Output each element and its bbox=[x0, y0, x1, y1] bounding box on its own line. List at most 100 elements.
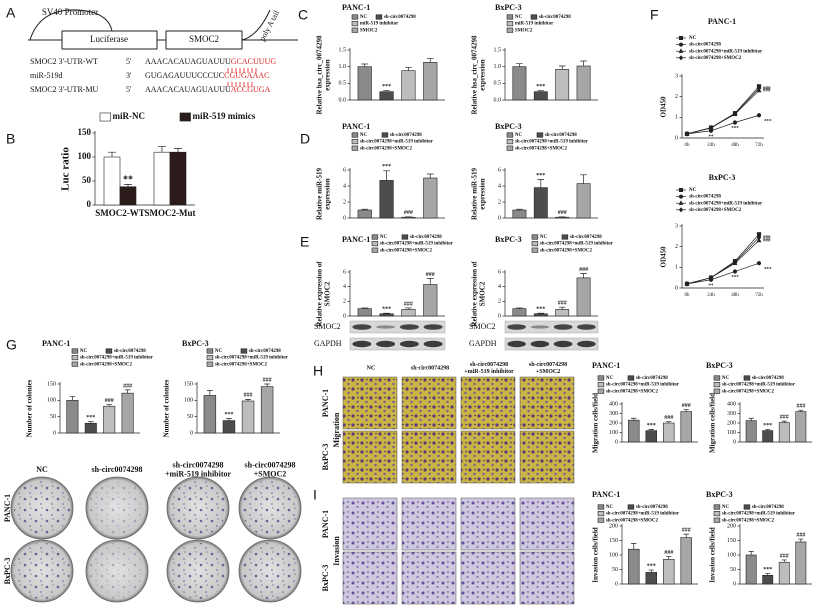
significance-label: *** bbox=[764, 267, 772, 272]
y-tick-label: 1.5 bbox=[339, 47, 347, 53]
micrograph bbox=[342, 497, 398, 551]
significance-label: *** bbox=[763, 423, 772, 429]
micrograph bbox=[460, 551, 516, 605]
y-axis-label: Migration cells/field bbox=[709, 393, 717, 453]
x-tick-label: 24h bbox=[707, 143, 715, 148]
micrograph bbox=[401, 430, 457, 484]
significance-label: *** bbox=[536, 173, 545, 179]
box-label: Luciferase bbox=[90, 34, 128, 44]
blot-strip bbox=[504, 320, 599, 334]
y-tick-label: 200 bbox=[727, 420, 736, 426]
y-tick-label: 2 bbox=[343, 299, 346, 305]
x-tick-label: 72h bbox=[755, 293, 763, 298]
legend-label: miR-NC bbox=[113, 111, 146, 121]
strand-end: 5' bbox=[126, 85, 132, 94]
x-tick-label: 72h bbox=[755, 143, 763, 148]
bar bbox=[778, 561, 790, 585]
column-label: sh-circ0074298 bbox=[92, 465, 143, 474]
legend-label: NC bbox=[515, 133, 523, 138]
column-label: sh-circ0074298 bbox=[173, 460, 224, 469]
blot-band bbox=[577, 340, 596, 348]
chart-title: PANC-1 bbox=[42, 339, 70, 348]
sequence-flank: GUGAGAUUUCCCUC bbox=[145, 71, 224, 80]
legend-label: NC bbox=[689, 36, 697, 41]
error-bar bbox=[108, 151, 116, 157]
legend-label: NC bbox=[606, 505, 614, 510]
error-bar bbox=[648, 429, 654, 431]
strand-end: 5' bbox=[126, 57, 132, 66]
y-axis-label: OD450 bbox=[660, 96, 668, 118]
legend-swatch bbox=[713, 382, 721, 388]
legend-label: NC bbox=[689, 188, 697, 193]
legend-swatch bbox=[206, 361, 214, 367]
legend-marker bbox=[679, 42, 683, 47]
y-tick-label: 4 bbox=[343, 183, 346, 189]
chart-title: PANC-1 bbox=[592, 361, 620, 370]
legend-label: miR-519 inhibitor bbox=[360, 22, 399, 27]
marker bbox=[732, 269, 738, 274]
row-label: BxPC-3 bbox=[321, 444, 330, 471]
bar bbox=[103, 156, 121, 206]
y-tick-label: 4 bbox=[343, 284, 346, 290]
y-tick-label: 0 bbox=[498, 215, 501, 221]
y-tick-label: 6 bbox=[498, 269, 501, 275]
chart-title: PANC-1 bbox=[342, 122, 370, 131]
y-axis-label: Number of colonies bbox=[163, 379, 171, 437]
y-tick-label: 100 bbox=[78, 151, 92, 161]
row-label: PANC-1 bbox=[321, 389, 330, 417]
y-tick-label: 4 bbox=[498, 183, 501, 189]
micrograph bbox=[460, 497, 516, 551]
error-bar bbox=[537, 90, 545, 92]
y-tick-label: 0.5 bbox=[339, 81, 347, 87]
legend-label: sh-circ0074298+miR-519 inhibitor bbox=[515, 140, 589, 145]
significance-label: ### bbox=[263, 377, 272, 383]
chart-title: PANC-1 bbox=[708, 17, 736, 26]
legend-label: sh-circ0074298+miR-519 inhibitor bbox=[380, 242, 454, 247]
y-axis-label: Invasion cells/field bbox=[709, 527, 717, 583]
x-tick-label: SMOC2-Mut bbox=[145, 208, 196, 218]
chart-title: PANC-1 bbox=[342, 235, 370, 244]
legend-swatch bbox=[531, 234, 539, 240]
y-tick-label: 0 bbox=[498, 313, 501, 319]
legend-label: SMOC2 bbox=[515, 28, 533, 33]
legend-label: NC bbox=[360, 15, 368, 20]
legend-swatch bbox=[506, 21, 514, 27]
column-label: NC bbox=[367, 365, 376, 371]
box-label: SMOC2 bbox=[189, 34, 219, 44]
y-tick-label: 150 bbox=[78, 127, 92, 137]
series-line bbox=[686, 88, 760, 135]
marker bbox=[684, 281, 690, 287]
y-axis-label: Number of colonies bbox=[26, 379, 34, 437]
y-tick-label: 1 bbox=[675, 265, 678, 271]
legend-marker bbox=[678, 55, 684, 61]
legend-label: NC bbox=[722, 505, 730, 510]
y-tick-label: 0 bbox=[733, 439, 736, 445]
bar bbox=[169, 151, 187, 206]
bar bbox=[423, 284, 438, 317]
row-label: BxPC-3 bbox=[3, 558, 12, 585]
assay-label: Invasion bbox=[332, 536, 341, 566]
y-axis-label: Relative miR-519 bbox=[471, 168, 479, 220]
error-bar bbox=[383, 170, 390, 181]
error-bar bbox=[405, 307, 412, 310]
y-tick-label: 0.0 bbox=[339, 97, 347, 103]
legend-swatch bbox=[240, 348, 248, 354]
legend-label: sh-circ0074298 bbox=[752, 376, 784, 381]
luciferase-box bbox=[61, 30, 158, 50]
y-tick-label: 0 bbox=[53, 430, 56, 436]
error-bar bbox=[69, 396, 76, 401]
y-tick-label: 150 bbox=[727, 538, 736, 544]
legend-swatch bbox=[506, 27, 514, 33]
blot-label: SMOC2 bbox=[469, 322, 496, 331]
significance-label: ### bbox=[796, 532, 805, 538]
micrograph bbox=[460, 430, 516, 484]
legend-label: NC bbox=[380, 235, 388, 240]
y-axis-label: Relative expression of bbox=[471, 261, 479, 327]
error-bar bbox=[580, 273, 587, 278]
legend-swatch bbox=[71, 355, 79, 361]
legend-label: NC bbox=[722, 376, 730, 381]
y-tick-label: 200 bbox=[609, 523, 618, 529]
error-bar bbox=[516, 208, 523, 210]
y-tick-label: 300 bbox=[609, 411, 618, 417]
legend-swatch bbox=[351, 132, 359, 138]
